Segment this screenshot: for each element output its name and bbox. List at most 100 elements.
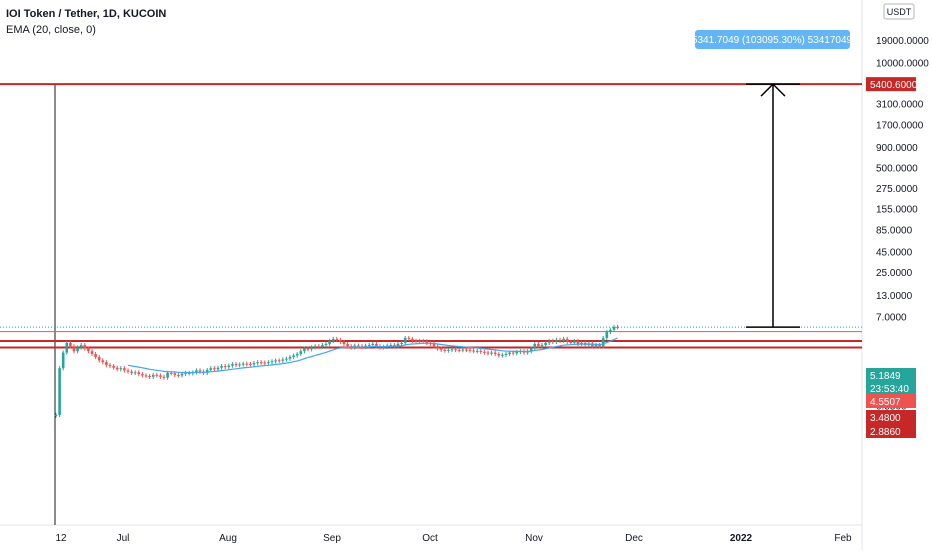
candle-body xyxy=(573,340,576,343)
candle-body xyxy=(468,349,472,351)
candle-body xyxy=(342,341,346,344)
candle-body xyxy=(65,342,69,353)
currency-unit-box xyxy=(883,3,915,20)
price-label-text: 5.1849 xyxy=(870,371,901,382)
candle-body xyxy=(173,373,177,375)
candle-body xyxy=(475,350,479,352)
candle-body xyxy=(367,345,371,347)
candle-body xyxy=(76,347,79,352)
candle-body xyxy=(349,346,353,348)
candle-body xyxy=(108,365,112,367)
candle-body xyxy=(414,340,418,342)
y-tick-label: 900.0000 xyxy=(876,143,918,154)
candle-body xyxy=(123,368,126,371)
candle-body xyxy=(580,342,583,344)
candle-body xyxy=(198,370,202,372)
candle-body xyxy=(58,368,61,415)
x-tick-label: Aug xyxy=(219,533,237,544)
candle-body xyxy=(241,363,245,365)
price-label-box xyxy=(866,424,916,438)
candle-body xyxy=(148,375,151,377)
ema-line xyxy=(127,337,618,374)
candle-body xyxy=(267,362,270,364)
chart-legend: IOI Token / Tether, 1D, KUCOIN EMA (20, … xyxy=(6,6,166,38)
candle-body xyxy=(321,345,324,347)
candle-body xyxy=(83,345,87,349)
candle-body xyxy=(421,340,425,342)
candle-body xyxy=(259,362,263,364)
candle-body xyxy=(303,348,306,352)
candle-body xyxy=(346,343,349,347)
x-tick-label: Jul xyxy=(117,533,130,544)
candle-body xyxy=(205,369,209,373)
price-label-box xyxy=(866,381,916,395)
candle-body xyxy=(177,374,180,376)
price-label-text: 5400.6000 xyxy=(870,80,918,91)
candle-body xyxy=(515,351,519,354)
candle-body xyxy=(274,360,277,362)
candle-body xyxy=(371,343,375,346)
candle-body xyxy=(252,363,256,365)
candle-body xyxy=(61,352,65,369)
x-tick-label: 2022 xyxy=(730,533,753,544)
candle-body xyxy=(119,368,123,370)
candle-body xyxy=(101,360,105,363)
candle-body xyxy=(375,343,378,347)
candle-body xyxy=(382,346,385,348)
candle-body xyxy=(364,345,367,347)
candle-body xyxy=(540,345,544,347)
y-tick-label: 7.0000 xyxy=(876,313,907,324)
candle-body xyxy=(504,353,508,355)
measure-arrowhead xyxy=(760,83,786,97)
candle-body xyxy=(317,346,321,348)
candle-body xyxy=(331,338,335,341)
candle-body xyxy=(72,346,76,352)
candle-body xyxy=(295,353,299,356)
candle-body xyxy=(277,360,281,362)
candle-body xyxy=(137,372,141,375)
price-label-text: 23:53:40 xyxy=(870,384,909,395)
x-tick-label: Feb xyxy=(834,533,852,544)
candle-body xyxy=(285,358,288,360)
y-tick-label: 500.0000 xyxy=(876,163,918,174)
candle-body xyxy=(328,340,331,344)
y-tick-label: 10000.0000 xyxy=(876,59,929,70)
candle-body xyxy=(234,364,238,366)
candle-body xyxy=(576,340,580,344)
candle-body xyxy=(558,339,562,341)
candle-body xyxy=(335,338,339,340)
candle-body xyxy=(151,374,155,377)
candle-body xyxy=(270,361,274,363)
candle-body xyxy=(155,374,159,376)
candle-body xyxy=(465,349,468,351)
candle-body xyxy=(313,346,317,348)
candle-body xyxy=(529,348,533,352)
candle-body xyxy=(569,341,573,343)
candle-body xyxy=(562,338,565,341)
y-tick-label: 13.0000 xyxy=(876,291,913,302)
x-tick-label: Oct xyxy=(422,533,438,544)
candle-body xyxy=(126,370,130,372)
candle-body xyxy=(216,367,220,370)
candle-body xyxy=(609,329,612,333)
y-tick-label: 25.0000 xyxy=(876,268,913,279)
y-tick-label: 85.0000 xyxy=(876,225,913,236)
candle-body xyxy=(396,343,400,347)
candle-body xyxy=(227,365,231,368)
candle-body xyxy=(425,341,429,343)
candle-body xyxy=(184,372,187,374)
candle-body xyxy=(501,354,504,356)
candle-body xyxy=(598,345,601,347)
candle-body xyxy=(411,338,414,341)
candle-body xyxy=(339,339,342,342)
candle-body xyxy=(436,346,439,349)
y-tick-label: 275.0000 xyxy=(876,184,918,195)
candle-body xyxy=(357,345,360,347)
candle-body xyxy=(389,345,393,347)
candle-body xyxy=(130,371,133,373)
price-label-box xyxy=(866,77,916,92)
candle-body xyxy=(353,345,357,348)
candle-body xyxy=(87,348,90,352)
